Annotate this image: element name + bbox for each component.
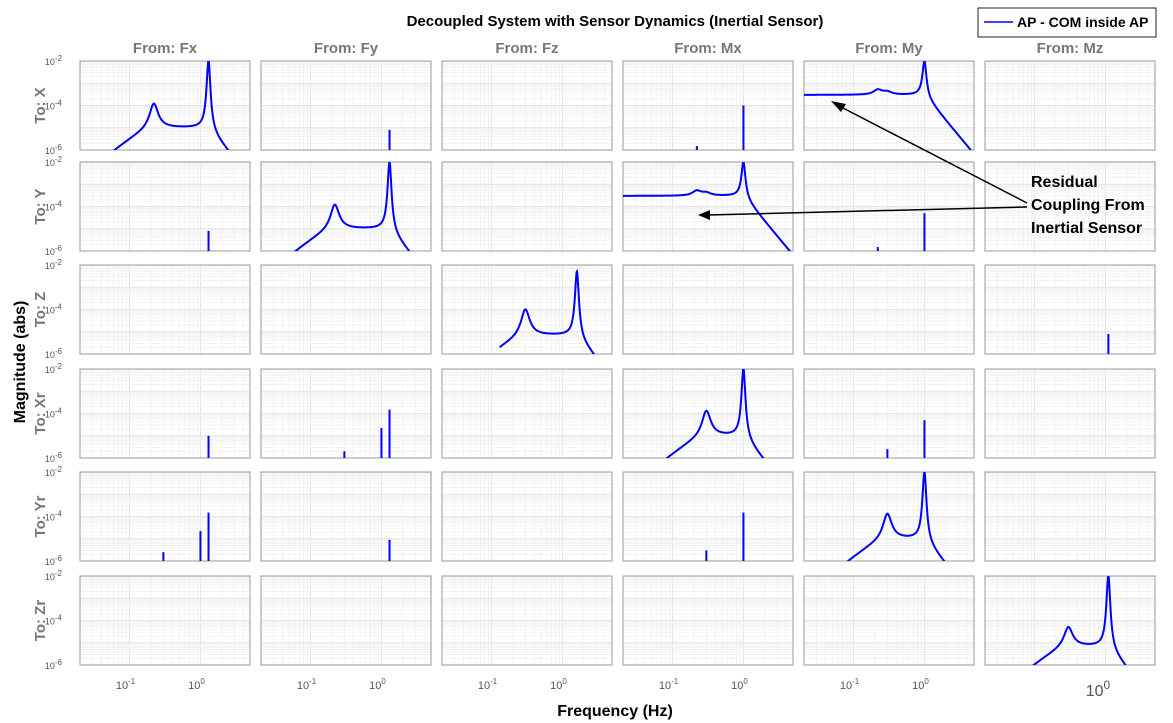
subplot-frame [984,264,1156,355]
subplot-frame [260,575,432,666]
annotation-arrow-lower [707,206,1028,216]
subplot-frame [260,161,432,252]
y-tick-label: 10-2 [45,569,63,582]
annotation-arrowhead-upper [831,101,846,112]
row-label: To: Zr [32,600,49,642]
legend-label: AP - COM inside AP [1017,14,1148,30]
subplot-frame [984,368,1156,459]
subplot-frame [79,368,251,459]
subplot-frame [622,60,794,151]
subplot-frame [79,575,251,666]
figure-title: Decoupled System with Sensor Dynamics (I… [407,13,824,30]
column-header: From: My [855,40,923,57]
row-label: To: Z [32,292,49,328]
x-tick-label: 100 [731,677,748,692]
subplot-frame [984,60,1156,151]
y-tick-label: 10-6 [45,658,63,671]
subplot-frame [622,264,794,355]
subplot-frame [441,471,613,562]
column-header: From: Fy [314,40,379,57]
column-header: From: Fz [495,40,558,57]
y-tick-label: 10-6 [45,451,63,464]
subplot-frame [441,368,613,459]
x-tick-label: 10-1 [659,677,679,692]
x-tick-label: 100 [369,677,386,692]
annotation-arrowhead-lower [698,210,710,220]
y-tick-label: 10-2 [45,258,63,271]
subplot-frame [441,575,613,666]
subplot-grid: From: Fx From: Fy From: Fz From: Mx From: My… [32,40,1156,700]
subplot-frame [260,368,432,459]
series-line [294,162,411,251]
y-tick-label: 10-6 [45,554,63,567]
x-tick-label: 100 [188,677,205,692]
series-line [846,472,946,561]
x-tick-label: 10-1 [478,677,498,692]
subplot-frame [622,471,794,562]
annotation-line-2: Coupling From [1031,197,1145,214]
legend: AP - COM inside AP [977,7,1157,38]
column-header: From: Mx [674,40,742,57]
y-tick-label: 10-6 [45,347,63,360]
subplot-frame [622,161,794,252]
subplot-frame [441,161,613,252]
subplot-frame [260,471,432,562]
row-label: To: Y [32,188,49,224]
subplot-frame [441,60,613,151]
subplot-frame [260,60,432,151]
subplot-frame [803,368,975,459]
subplot-frame [803,60,975,151]
row-label: To: Yr [32,495,49,537]
x-tick-label: 10-1 [116,677,136,692]
annotation: Residual Coupling From Inertial Sensor [698,101,1145,237]
x-tick-label: 10-1 [297,677,317,692]
series-line [499,268,596,354]
column-header: From: Fx [133,40,198,57]
subplot-frame [79,60,251,151]
subplot-frame [984,575,1156,666]
subplot-frame [441,264,613,355]
y-tick-label: 10-2 [45,155,63,168]
y-tick-label: 10-2 [45,465,63,478]
x-tick-label: 100 [1086,678,1111,700]
series-line [1032,576,1127,665]
y-tick-label: 10-2 [45,362,63,375]
series-line [665,369,765,458]
y-axis-label: Magnitude (abs) [12,301,29,424]
subplot-frame [79,264,251,355]
annotation-line-3: Inertial Sensor [1031,220,1142,237]
row-label: To: Xr [32,392,49,434]
x-tick-label: 100 [550,677,567,692]
x-tick-label: 100 [912,677,929,692]
subplot-frame [79,471,251,562]
subplot-frame [803,161,975,252]
subplot-frame [79,161,251,252]
subplot-frame [622,575,794,666]
subplot-frame [984,471,1156,562]
series-line [804,61,973,150]
subplot-frame [622,368,794,459]
annotation-line-1: Residual [1031,174,1098,191]
row-label: To: X [32,87,49,123]
series-line [113,61,230,150]
x-tick-label: 10-1 [840,677,860,692]
subplot-frame [803,471,975,562]
column-header: From: Mz [1037,40,1104,57]
subplot-frame [260,264,432,355]
annotation-arrow-upper [840,106,1028,204]
subplot-frame [984,161,1156,252]
y-tick-label: 10-6 [45,244,63,257]
series-line [623,162,792,251]
subplot-frame [803,575,975,666]
subplot-frame [803,264,975,355]
y-tick-label: 10-2 [45,54,63,67]
x-axis-label: Frequency (Hz) [557,703,673,720]
